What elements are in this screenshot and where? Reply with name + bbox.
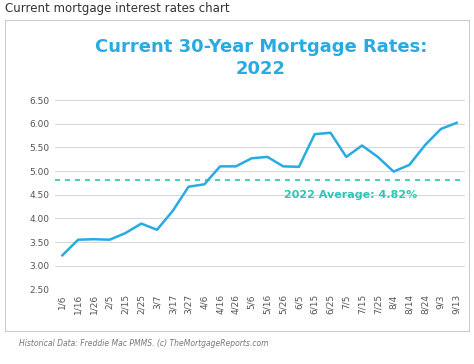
Text: Current 30-Year Mortgage Rates:
2022: Current 30-Year Mortgage Rates: 2022 <box>94 38 427 78</box>
Text: Current mortgage interest rates chart: Current mortgage interest rates chart <box>5 2 229 15</box>
Text: 2022 Average: 4.82%: 2022 Average: 4.82% <box>284 190 417 200</box>
Text: Historical Data: Freddie Mac PMMS. (c) TheMortgageReports.com: Historical Data: Freddie Mac PMMS. (c) T… <box>19 340 268 348</box>
